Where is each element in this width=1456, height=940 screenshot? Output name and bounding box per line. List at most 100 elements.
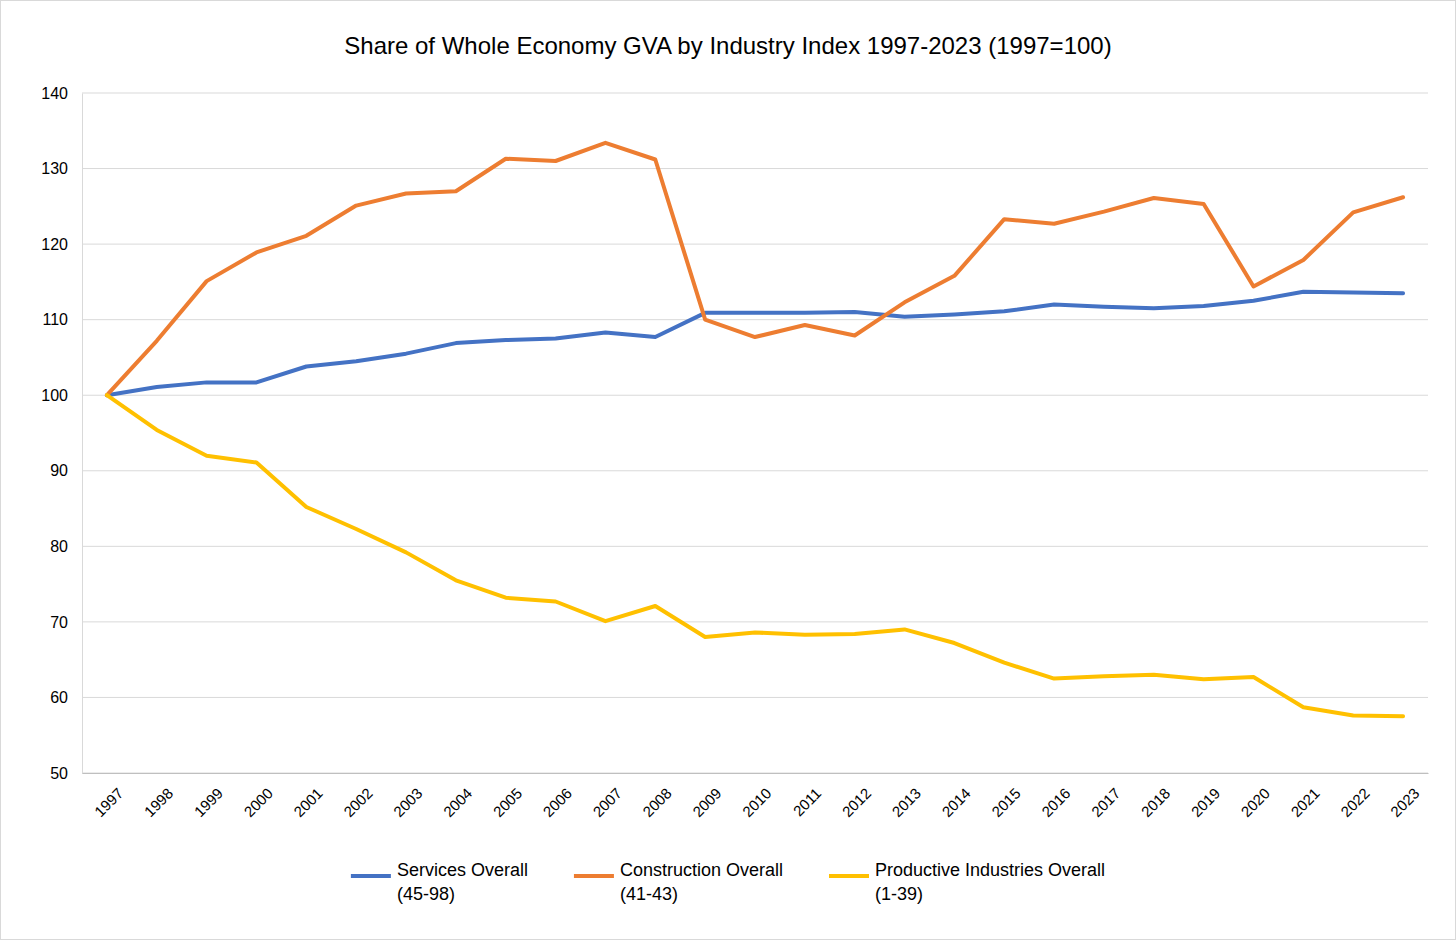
legend-label: Construction Overall (41-43) xyxy=(620,860,783,904)
x-tick-label: 1997 xyxy=(91,784,127,820)
x-tick-label: 2023 xyxy=(1387,784,1423,820)
y-tick-label: 120 xyxy=(41,236,68,253)
title: Share of Whole Economy GVA by Industry I… xyxy=(344,32,1111,59)
x-tick-label: 2015 xyxy=(988,784,1024,820)
y-tick-label: 130 xyxy=(41,160,68,177)
x-tick-label: 2019 xyxy=(1188,784,1224,820)
grid-line xyxy=(82,168,1428,169)
legend-swatch xyxy=(829,874,869,878)
series-line xyxy=(107,395,1403,716)
x-tick-label: 2011 xyxy=(790,784,825,819)
legend-item: Services Overall (45-98) xyxy=(351,860,528,904)
grid-line xyxy=(82,395,1428,396)
x-tick: 2007 xyxy=(589,773,625,820)
x-tick: 1998 xyxy=(141,773,177,820)
x-tick: 2021 xyxy=(1287,773,1323,820)
x-tick-label: 2009 xyxy=(689,784,725,820)
x-tick-label: 2001 xyxy=(290,784,326,820)
x-tick: 2020 xyxy=(1237,773,1273,820)
x-tick: 2017 xyxy=(1088,773,1124,820)
y-axis: 50 60 70 80 90 100 110 120 130 140 xyxy=(41,85,82,782)
x-tick: 2023 xyxy=(1387,773,1423,820)
y-tick-label: 140 xyxy=(41,85,68,102)
y-tick: 110 xyxy=(42,311,82,328)
x-axis: 1997 1998 1999 2000 2001 2002 2003 2004 2005 2006… xyxy=(83,773,1429,820)
legend-label-line: Productive Industries Overall xyxy=(875,860,1105,880)
y-tick-label: 80 xyxy=(50,538,68,555)
x-tick: 2018 xyxy=(1138,773,1174,820)
x-tick: 2002 xyxy=(340,773,376,820)
x-tick-label: 2022 xyxy=(1337,784,1373,820)
x-tick-label: 2006 xyxy=(539,784,575,820)
legend-swatch xyxy=(574,874,614,878)
x-tick-label: 2018 xyxy=(1138,784,1174,820)
chart-border xyxy=(1,1,1456,940)
x-tick: 2015 xyxy=(988,773,1024,820)
grid-line xyxy=(82,319,1428,320)
legend-label-line: Services Overall xyxy=(397,860,528,880)
x-tick: 2003 xyxy=(390,773,426,820)
x-tick-label: 2004 xyxy=(440,784,476,820)
x-tick: 2008 xyxy=(639,773,675,820)
y-tick: 90 xyxy=(50,462,82,479)
y-tick: 70 xyxy=(50,614,82,631)
x-tick-label: 2010 xyxy=(739,784,775,820)
lines xyxy=(107,143,1403,716)
grid-line xyxy=(82,773,1428,774)
y-tick: 130 xyxy=(41,160,82,177)
x-tick-label: 2021 xyxy=(1287,784,1323,820)
x-tick: 2006 xyxy=(539,773,575,820)
legend-item: Productive Industries Overall (1-39) xyxy=(829,860,1105,904)
y-tick: 60 xyxy=(50,689,82,706)
legend-label: Services Overall (45-98) xyxy=(397,860,528,904)
grid-line xyxy=(82,470,1428,471)
grid-line xyxy=(82,93,1428,94)
y-tick: 140 xyxy=(41,85,82,102)
y-tick-label: 90 xyxy=(50,462,68,479)
x-tick: 2000 xyxy=(240,773,276,820)
x-tick-label: 1999 xyxy=(190,784,226,820)
x-tick: 2012 xyxy=(839,773,875,820)
x-tick: 2016 xyxy=(1038,773,1074,820)
legend-label-line: (41-43) xyxy=(620,884,678,904)
x-tick-label: 2020 xyxy=(1237,784,1273,820)
x-tick: 2009 xyxy=(689,773,725,820)
grid-line xyxy=(82,546,1428,547)
series-line xyxy=(107,143,1403,395)
grid xyxy=(82,93,1428,773)
legend-item: Construction Overall (41-43) xyxy=(574,860,783,904)
legend-label-line: Construction Overall xyxy=(620,860,783,880)
grid-line xyxy=(82,621,1428,622)
legend: Services Overall (45-98) Construction Over… xyxy=(351,860,1105,904)
y-tick: 80 xyxy=(50,538,82,555)
x-tick-label: 2014 xyxy=(938,784,974,820)
x-tick-label: 2003 xyxy=(390,784,426,820)
legend-label-line: (1-39) xyxy=(875,884,923,904)
x-tick: 2022 xyxy=(1337,773,1373,820)
x-tick-label: 2008 xyxy=(639,784,675,820)
x-tick-label: 2013 xyxy=(888,784,924,820)
legend-label: Productive Industries Overall (1-39) xyxy=(875,860,1105,904)
x-tick: 2019 xyxy=(1188,773,1224,820)
x-tick-label: 2012 xyxy=(839,784,875,820)
x-tick-label: 2005 xyxy=(490,784,526,820)
y-tick-label: 70 xyxy=(50,614,68,631)
x-tick-label: 1998 xyxy=(141,784,177,820)
y-tick-label: 100 xyxy=(41,387,68,404)
x-tick: 1997 xyxy=(91,773,127,820)
x-tick: 2014 xyxy=(938,773,974,820)
x-tick: 2010 xyxy=(739,773,775,820)
x-tick: 2011 xyxy=(790,773,825,819)
x-tick: 2001 xyxy=(290,773,326,820)
x-tick: 2005 xyxy=(490,773,526,820)
x-tick: 2004 xyxy=(440,773,476,820)
legend-label-line: (45-98) xyxy=(397,884,455,904)
plot: 50 60 70 80 90 100 110 120 130 140 1997 1998 1999 200… xyxy=(41,85,1428,820)
y-tick: 50 xyxy=(50,765,82,782)
series-line xyxy=(107,292,1403,396)
y-tick-label: 110 xyxy=(42,311,68,328)
chart: Share of Whole Economy GVA by Industry I… xyxy=(0,0,1456,940)
x-tick: 2013 xyxy=(888,773,924,820)
x-tick: 1999 xyxy=(190,773,226,820)
x-tick-label: 2000 xyxy=(240,784,276,820)
